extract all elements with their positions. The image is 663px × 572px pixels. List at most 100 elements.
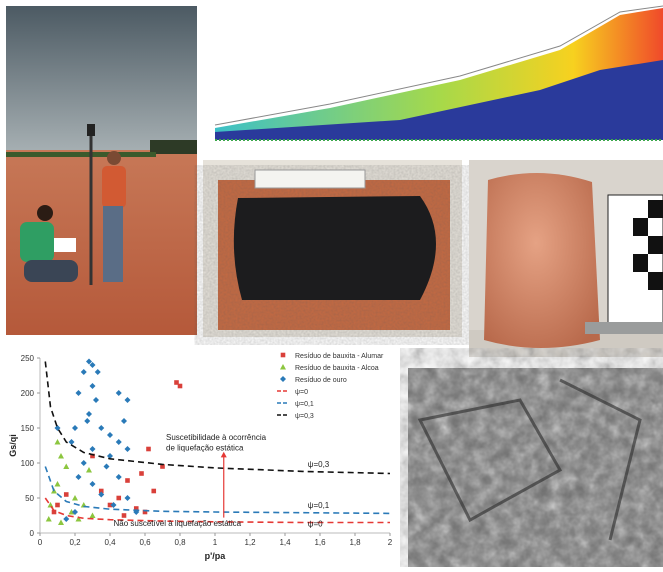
point — [80, 460, 87, 466]
point — [110, 502, 117, 508]
point — [54, 481, 61, 487]
legend-label: Resíduo de bauxita - Alumar — [295, 353, 384, 360]
y-tick-label: 250 — [21, 354, 35, 363]
legend-swatch — [280, 352, 286, 358]
point — [103, 463, 110, 470]
point — [146, 446, 151, 452]
field-photo — [6, 6, 197, 335]
y-tick-label: 150 — [21, 424, 35, 433]
legend-label: ψ=0,1 — [295, 401, 314, 408]
point — [125, 478, 130, 483]
point — [107, 502, 113, 508]
annotation: ψ=0,1 — [308, 501, 330, 510]
point — [80, 369, 87, 375]
point — [51, 509, 57, 515]
point — [86, 411, 92, 417]
point — [86, 467, 92, 473]
x-tick-label: 1,4 — [279, 538, 291, 547]
point — [98, 491, 105, 498]
x-axis-label: p'/pa — [205, 551, 227, 561]
annotation: Suscetibilidade à ocorrência — [166, 433, 267, 442]
point — [98, 488, 104, 494]
point — [93, 397, 99, 403]
chart: 0 50 100 150 200 250 0 0,2 0,4 0,6 0,8 1 1,2 1,4 1,6 1,… — [6, 345, 400, 567]
cylinder-photo — [469, 160, 663, 357]
legend-swatch — [280, 364, 286, 370]
point — [75, 516, 82, 522]
annotation: ψ=0,3 — [308, 460, 330, 469]
annotation-arrowhead — [220, 451, 227, 458]
y-tick-label: 50 — [25, 494, 34, 503]
point — [115, 439, 122, 445]
legend-label: ψ=0 — [295, 389, 308, 396]
point — [89, 362, 96, 368]
point — [124, 446, 131, 452]
point — [90, 453, 95, 459]
point — [121, 513, 127, 518]
annotation: ψ=0 — [308, 520, 323, 529]
point — [68, 439, 75, 445]
sem-image — [408, 368, 663, 567]
y-tick-label: 200 — [21, 389, 35, 398]
point — [89, 512, 96, 518]
point — [89, 446, 96, 452]
x-tick-label: 1,2 — [244, 538, 256, 547]
slope-model — [205, 5, 663, 150]
point — [45, 516, 52, 522]
point — [139, 471, 144, 476]
point — [58, 453, 64, 459]
point — [121, 418, 127, 424]
point — [86, 358, 92, 365]
annotation: Não suscetível à liquefação estática — [114, 519, 242, 528]
legend-label: Resíduo de ouro — [295, 377, 347, 384]
point — [94, 369, 101, 375]
y-tick-label: 100 — [21, 459, 35, 468]
annotation: de liquefação estática — [166, 443, 244, 452]
point — [115, 390, 122, 396]
point — [98, 425, 105, 431]
point — [55, 502, 60, 508]
point — [107, 453, 113, 459]
point — [72, 495, 78, 501]
x-tick-label: 1 — [213, 538, 218, 547]
x-tick-label: 1,6 — [314, 538, 326, 547]
x-tick-label: 0,4 — [104, 538, 116, 547]
point — [58, 519, 64, 525]
point — [133, 506, 139, 511]
point — [142, 509, 148, 515]
legend-label: ψ=0,3 — [295, 413, 314, 420]
point — [75, 474, 82, 480]
x-tick-label: 1,8 — [349, 538, 361, 547]
point — [124, 397, 131, 403]
point — [89, 481, 96, 487]
point — [177, 383, 183, 389]
legend-swatch — [280, 376, 286, 382]
point — [89, 383, 96, 389]
y-axis-label: Gs/qi — [8, 434, 18, 457]
point — [68, 509, 75, 515]
point — [160, 464, 165, 469]
point — [115, 474, 122, 480]
point — [54, 439, 61, 445]
point — [72, 425, 78, 431]
point — [84, 418, 91, 424]
tray-photo — [203, 160, 462, 337]
point — [151, 488, 157, 494]
x-tick-label: 0,8 — [174, 538, 186, 547]
point — [174, 380, 179, 385]
point — [47, 502, 54, 508]
x-tick-label: 2 — [388, 538, 393, 547]
legend-label: Resíduo de bauxita - Alcoa — [295, 365, 379, 372]
point — [72, 509, 78, 515]
point — [124, 495, 131, 501]
x-tick-label: 0,6 — [139, 538, 151, 547]
point — [116, 495, 122, 501]
point — [63, 463, 70, 469]
point — [107, 432, 113, 438]
curve — [44, 466, 391, 515]
point — [63, 516, 70, 522]
x-tick-label: 0,2 — [69, 538, 81, 547]
point — [75, 390, 82, 396]
y-tick-label: 0 — [30, 529, 35, 538]
